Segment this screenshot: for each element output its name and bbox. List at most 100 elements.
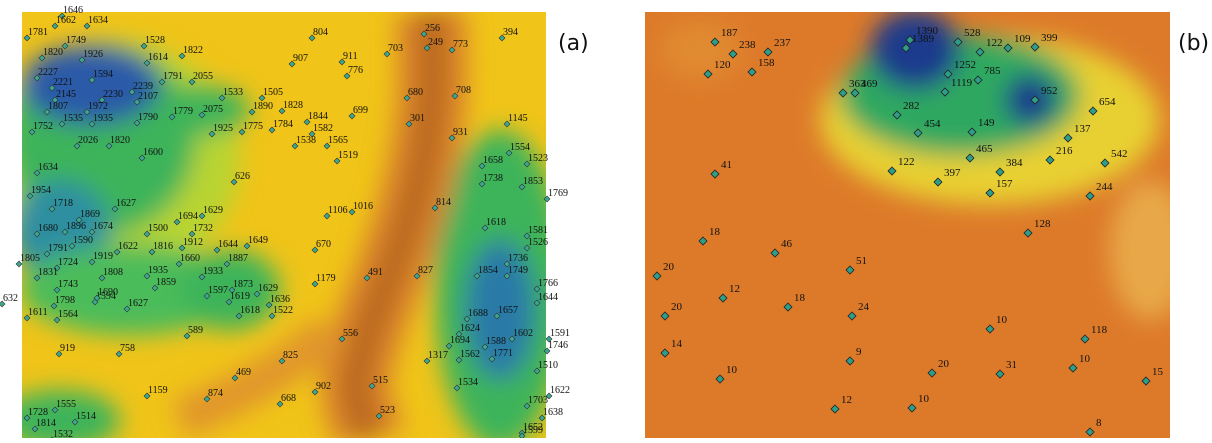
elevation-marker [660,348,670,358]
elevation-label: 1619 [230,291,250,302]
elevation-label: 1389 [912,33,935,45]
elevation-marker [51,96,59,104]
elevation-label: 1611 [28,307,48,318]
elevation-label: 41 [721,159,732,171]
elevation-marker [545,335,553,343]
elevation-marker [451,92,459,100]
elevation-marker [218,94,226,102]
elevation-marker [431,204,439,212]
elevation-label: 1890 [253,101,273,112]
elevation-label: 1624 [460,323,480,334]
elevation-label: 1732 [193,223,213,234]
elevation-label: 1749 [66,35,86,46]
elevation-label: 1703 [528,395,548,406]
elevation-marker [123,305,131,313]
elevation-label: 1869 [80,209,100,220]
elevation-marker [278,357,286,365]
elevation-marker [1003,43,1013,53]
elevation-marker [940,87,950,97]
elevation-label: 10 [1079,353,1091,365]
elevation-label: 394 [503,27,518,38]
elevation-marker [223,260,231,268]
elevation-label: 1634 [88,15,108,26]
elevation-marker [913,128,923,138]
elevation-label: 1822 [183,45,203,56]
elevation-marker [463,315,471,323]
elevation-label: 1597 [208,285,228,296]
elevation-label: 1728 [28,407,48,418]
elevation-marker [198,212,206,220]
elevation-marker [78,56,86,64]
elevation-marker [481,343,489,351]
elevation-label: 1694 [178,211,198,222]
elevation-label: 1629 [203,205,223,216]
elevation-marker [933,177,943,187]
elevation-label: 1790 [138,112,158,123]
elevation-label: 515 [373,375,388,386]
elevation-label: 1674 [93,221,113,232]
elevation-marker [703,69,713,79]
elevation-marker [887,166,897,176]
elevation-marker [423,357,431,365]
elevation-label: 1660 [180,253,200,264]
elevation-label: 670 [316,239,331,250]
elevation-marker [33,74,41,82]
elevation-label: 1581 [528,225,548,236]
elevation-label: 31 [1006,359,1017,371]
elevation-label: 2075 [203,104,223,115]
elevation-label: 10 [726,364,738,376]
elevation-label: 158 [758,57,775,69]
elevation-marker [48,84,56,92]
elevation-label: 14 [671,338,683,350]
elevation-label: 1791 [48,243,68,254]
elevation-label: 1599 [523,425,543,436]
elevation-marker [523,232,531,240]
elevation-label: 46 [781,238,793,250]
elevation-marker [178,244,186,252]
elevation-marker [1100,158,1110,168]
elevation-label: 149 [978,117,995,129]
elevation-marker [763,47,773,57]
elevation-label: 1859 [156,277,176,288]
elevation-marker [115,350,123,358]
elevation-label: 10 [918,393,930,405]
elevation-marker [498,34,506,42]
elevation-label: 1554 [510,142,530,153]
elevation-marker [323,142,331,150]
elevation-label: 758 [120,343,135,354]
elevation-marker [23,414,31,422]
panel-label: (b) [1178,31,1209,56]
elevation-marker [75,216,83,224]
elevation-label: 1646 [63,5,83,16]
elevation-label: 1771 [493,348,513,359]
elevation-label: 282 [903,100,920,112]
elevation-marker [58,12,66,20]
elevation-label: 363 [849,78,866,90]
elevation-marker [50,302,58,310]
elevation-marker [710,37,720,47]
elevation-marker [98,96,106,104]
elevation-marker [55,350,63,358]
elevation-label: 1119 [951,77,973,89]
elevation-label: 1831 [38,267,58,278]
elevation-marker [830,404,840,414]
elevation-marker [83,22,91,30]
elevation-label: 249 [428,37,443,48]
elevation-label: 20 [671,301,683,313]
elevation-marker [1085,427,1095,437]
elevation-marker [53,316,61,324]
elevation-marker [158,78,166,86]
elevation-label: 1538 [296,135,316,146]
elevation-marker [291,142,299,150]
elevation-marker [83,108,91,116]
elevation-label: 1500 [148,223,168,234]
elevation-marker [1085,191,1095,201]
elevation-marker [303,118,311,126]
elevation-marker [533,367,541,375]
elevation-label: 15 [1152,366,1164,378]
elevation-marker [348,112,356,120]
elevation-label: 626 [235,171,250,182]
elevation-marker [1063,133,1073,143]
elevation-marker [420,30,428,38]
elevation-label: 1954 [31,185,51,196]
